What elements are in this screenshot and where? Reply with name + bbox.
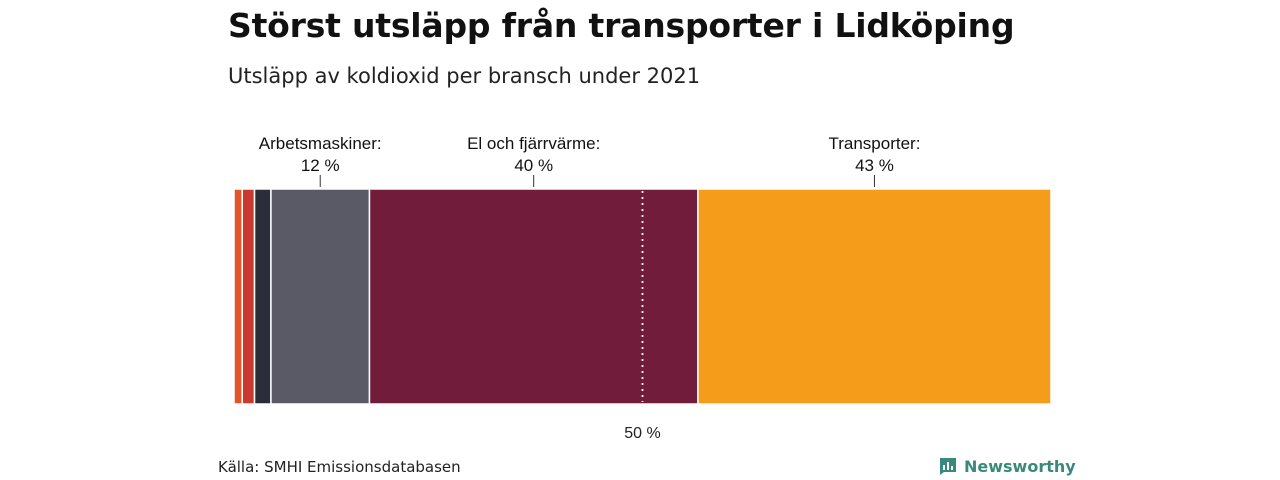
- bar-segment-3: [270, 188, 371, 405]
- segment-label-3: Arbetsmaskiner:: [259, 134, 382, 153]
- bar-segment-2: [253, 188, 272, 405]
- bar-segment-1: [241, 188, 256, 405]
- chart-subtitle: Utsläpp av koldioxid per bransch under 2…: [228, 64, 701, 88]
- brand-logo[interactable]: Newsworthy: [938, 456, 1076, 476]
- chart-title: Störst utsläpp från transporter i Lidköp…: [228, 6, 1015, 45]
- segment-value-label-3: 12 %: [301, 156, 340, 175]
- bar-segment-4: [368, 188, 699, 405]
- bar-segment-0: [233, 188, 243, 405]
- segment-value-label-4: 40 %: [514, 156, 553, 175]
- source-note: Källa: SMHI Emissionsdatabasen: [218, 458, 461, 476]
- segment-label-4: El och fjärrvärme:: [467, 134, 600, 153]
- brand-name: Newsworthy: [964, 456, 1076, 476]
- segment-label-5: Transporter:: [828, 134, 920, 153]
- newsworthy-logo-icon: [940, 458, 956, 475]
- bar-segment-5: [697, 188, 1052, 405]
- segment-value-label-5: 43 %: [855, 156, 894, 175]
- reference-line-label: 50 %: [624, 425, 660, 442]
